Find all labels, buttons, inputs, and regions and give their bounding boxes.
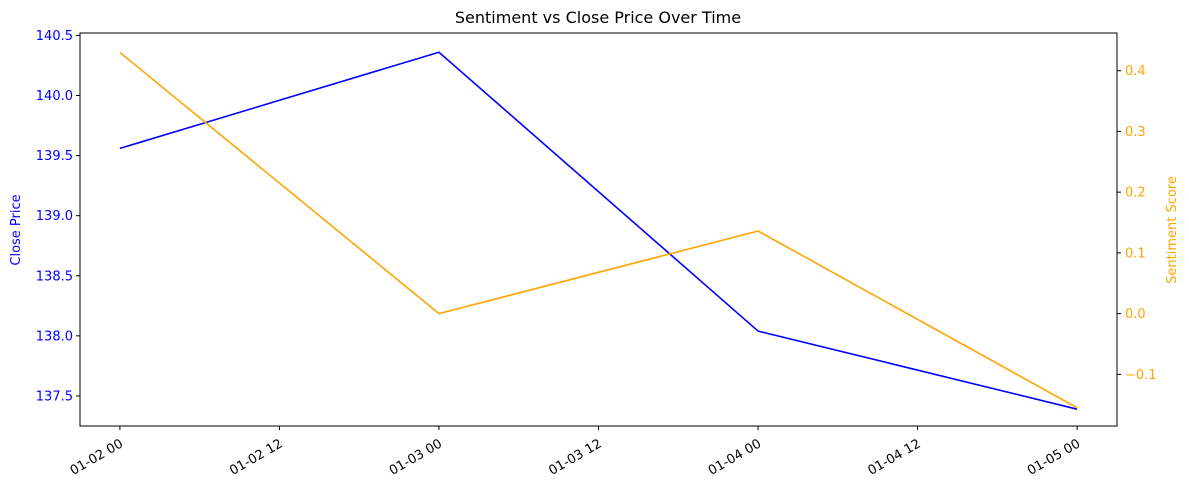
x-tick-label: 01-04 12 <box>865 436 923 478</box>
x-tick-label: 01-04 00 <box>706 436 764 478</box>
x-tick-label: 01-05 00 <box>1025 436 1083 478</box>
left-y-tick-label: 140.5 <box>36 29 73 44</box>
right-y-tick-label: 0.3 <box>1125 125 1146 140</box>
plot-layer <box>119 51 1078 410</box>
right-y-tick-label: −0.1 <box>1125 368 1157 383</box>
left-y-tick-label: 138.0 <box>36 329 73 344</box>
x-tick-label: 01-03 12 <box>546 436 604 478</box>
left-y-tick-label: 139.0 <box>36 209 73 224</box>
plot-frame <box>79 32 1118 427</box>
x-tick-label: 01-03 00 <box>387 436 445 478</box>
right-y-axis-title: Sentiment Score <box>1165 176 1180 284</box>
left-y-axis: 137.5 138.0 138.5 139.0 139.5 140.0 140.5 <box>36 29 80 404</box>
right-y-tick-label: 0.1 <box>1125 246 1146 261</box>
right-y-tick-label: 0.4 <box>1125 64 1146 79</box>
left-y-tick-label: 140.0 <box>36 89 73 104</box>
chart-title: Sentiment vs Close Price Over Time <box>455 8 741 27</box>
series-line-close-price <box>119 51 1078 410</box>
series-line-sentiment-score <box>119 51 1078 409</box>
x-axis: 01-02 00 01-02 12 01-03 00 01-03 12 01-04 00… <box>68 426 1083 479</box>
right-y-tick-label: 0.2 <box>1125 186 1146 201</box>
x-tick-label: 01-02 12 <box>227 436 285 478</box>
x-tick-label: 01-02 00 <box>68 436 126 478</box>
left-y-tick-label: 137.5 <box>36 389 73 404</box>
left-y-axis-title: Close Price <box>9 194 24 265</box>
right-y-axis: −0.1 0.0 0.1 0.2 0.3 0.4 <box>1117 64 1157 383</box>
left-y-tick-label: 139.5 <box>36 149 73 164</box>
left-y-tick-label: 138.5 <box>36 269 73 284</box>
right-y-tick-label: 0.0 <box>1125 307 1146 322</box>
